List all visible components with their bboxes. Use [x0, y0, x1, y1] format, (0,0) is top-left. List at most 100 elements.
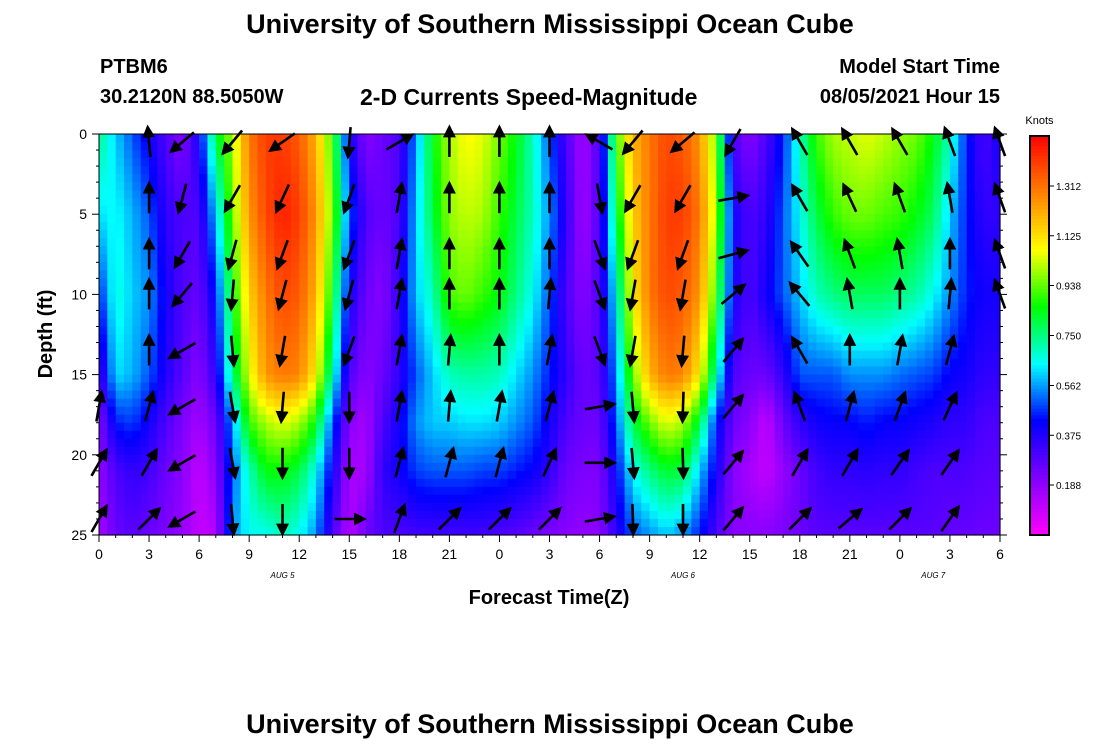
heatmap-cell — [449, 470, 459, 480]
heatmap-cell — [124, 134, 133, 143]
heatmap-cell — [290, 438, 300, 448]
heatmap-cell — [649, 198, 659, 207]
heatmap-cell — [374, 270, 384, 279]
heatmap-cell — [374, 342, 384, 352]
heatmap-cell — [516, 262, 526, 271]
heatmap-cell — [491, 414, 501, 424]
heatmap-cell — [641, 294, 651, 304]
heatmap-cell — [691, 510, 701, 520]
heatmap-cell — [357, 470, 367, 480]
heatmap-cell — [257, 486, 267, 496]
heatmap-cell — [466, 318, 476, 328]
heatmap-cell — [182, 206, 192, 215]
heatmap-cell — [174, 166, 184, 175]
heatmap-cell — [582, 486, 592, 496]
heatmap-cell — [766, 470, 776, 480]
heatmap-cell — [499, 478, 509, 488]
heatmap-cell — [232, 374, 242, 384]
heatmap-cell — [657, 414, 667, 424]
heatmap-cell — [899, 470, 909, 480]
heatmap-cell — [224, 222, 234, 231]
heatmap-cell — [474, 358, 484, 368]
heatmap-cell — [349, 150, 359, 159]
heatmap-cell — [174, 222, 184, 231]
heatmap-cell — [324, 286, 334, 295]
heatmap-cell — [149, 166, 158, 175]
heatmap-cell — [457, 166, 467, 175]
heatmap-cell — [249, 502, 259, 512]
heatmap-cell — [140, 286, 150, 295]
heatmap-cell — [808, 518, 818, 528]
heatmap-cell — [741, 182, 751, 191]
heatmap-cell — [849, 310, 859, 320]
heatmap-cell — [449, 174, 459, 183]
heatmap-cell — [132, 334, 142, 344]
heatmap-cell — [824, 454, 834, 464]
heatmap-cell — [290, 286, 300, 295]
heatmap-cell — [115, 342, 125, 352]
heatmap-cell — [157, 374, 167, 384]
heatmap-cell — [649, 174, 659, 183]
heatmap-cell — [115, 382, 125, 392]
heatmap-cell — [257, 190, 267, 199]
heatmap-cell — [240, 310, 250, 320]
heatmap-cell — [115, 198, 125, 207]
heatmap-cell — [140, 254, 150, 263]
heatmap-cell — [407, 190, 417, 199]
heatmap-cell — [132, 254, 142, 263]
heatmap-cell — [240, 502, 250, 512]
heatmap-cell — [357, 310, 367, 320]
heatmap-cell — [474, 262, 484, 271]
heatmap-cell — [99, 366, 108, 376]
heatmap-cell — [99, 414, 108, 424]
heatmap-cell — [791, 222, 801, 231]
heatmap-cell — [424, 246, 434, 255]
heatmap-cell — [474, 374, 484, 384]
heatmap-cell — [574, 382, 584, 392]
heatmap-cell — [174, 478, 184, 488]
heatmap-cell — [157, 446, 167, 456]
heatmap-cell — [816, 494, 826, 504]
heatmap-cell — [482, 390, 492, 400]
heatmap-cell — [482, 350, 492, 360]
heatmap-cell — [457, 470, 467, 480]
heatmap-cell — [332, 190, 342, 199]
heatmap-cell — [616, 414, 626, 424]
heatmap-cell — [190, 150, 200, 159]
heatmap-cell — [574, 422, 584, 432]
heatmap-cell — [416, 230, 425, 239]
heatmap-cell — [115, 142, 125, 151]
heatmap-cell — [824, 462, 834, 472]
heatmap-cell — [557, 318, 567, 328]
heatmap-cell — [724, 134, 734, 143]
heatmap-cell — [190, 438, 200, 448]
heatmap-cell — [816, 230, 826, 239]
heatmap-cell — [574, 430, 584, 440]
heatmap-cell — [691, 190, 701, 199]
heatmap-cell — [432, 422, 442, 432]
heatmap-cell — [482, 206, 492, 215]
heatmap-cell — [390, 198, 400, 207]
heatmap-cell — [883, 214, 893, 223]
heatmap-cell — [849, 278, 859, 287]
heatmap-cell — [716, 414, 726, 424]
heatmap-cell — [883, 174, 893, 183]
heatmap-cell — [866, 158, 876, 167]
heatmap-cell — [708, 238, 717, 247]
heatmap-cell — [532, 326, 542, 336]
heatmap-cell — [908, 254, 918, 263]
heatmap-cell — [733, 350, 742, 360]
heatmap-cell — [916, 430, 926, 440]
heatmap-cell — [365, 166, 375, 175]
heatmap-cell — [849, 318, 859, 328]
heatmap-cell — [783, 238, 793, 247]
heatmap-cell — [274, 214, 284, 223]
heatmap-cell — [416, 198, 425, 207]
heatmap-cell — [499, 422, 509, 432]
heatmap-cell — [299, 222, 309, 231]
heatmap-cell — [199, 278, 209, 287]
heatmap-cell — [824, 398, 834, 408]
heatmap-cell — [808, 230, 818, 239]
heatmap-cell — [257, 262, 267, 271]
heatmap-cell — [883, 350, 893, 360]
